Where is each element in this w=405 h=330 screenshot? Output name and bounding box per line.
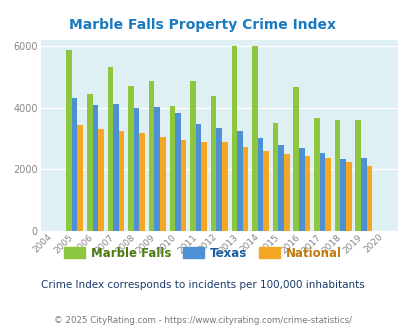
Bar — [257, 138, 263, 231]
Bar — [354, 120, 360, 231]
Text: © 2025 CityRating.com - https://www.cityrating.com/crime-statistics/: © 2025 CityRating.com - https://www.city… — [54, 315, 351, 325]
Bar — [263, 151, 268, 231]
Bar — [139, 133, 145, 231]
Bar — [313, 118, 319, 231]
Bar — [210, 96, 216, 231]
Bar — [77, 125, 83, 231]
Bar — [345, 162, 351, 231]
Bar — [160, 137, 165, 231]
Bar — [66, 50, 72, 231]
Legend: Marble Falls, Texas, National: Marble Falls, Texas, National — [64, 247, 341, 260]
Bar — [360, 158, 366, 231]
Bar — [366, 166, 371, 231]
Bar — [319, 153, 324, 231]
Bar — [72, 98, 77, 231]
Bar — [98, 129, 103, 231]
Bar — [216, 128, 222, 231]
Bar — [195, 123, 201, 231]
Bar — [92, 105, 98, 231]
Bar — [119, 131, 124, 231]
Bar — [237, 131, 242, 231]
Bar — [190, 81, 195, 231]
Bar — [278, 146, 283, 231]
Bar — [334, 120, 339, 231]
Bar — [298, 148, 304, 231]
Bar — [134, 108, 139, 231]
Bar — [339, 159, 345, 231]
Bar — [149, 81, 154, 231]
Bar — [107, 67, 113, 231]
Bar — [304, 156, 309, 231]
Bar — [283, 154, 289, 231]
Bar — [222, 142, 227, 231]
Bar — [231, 47, 237, 231]
Bar — [324, 158, 330, 231]
Bar — [154, 107, 160, 231]
Bar — [201, 143, 207, 231]
Bar — [180, 140, 186, 231]
Bar — [128, 86, 134, 231]
Bar — [293, 87, 298, 231]
Bar — [242, 147, 247, 231]
Bar — [252, 46, 257, 231]
Bar — [87, 94, 92, 231]
Bar — [175, 113, 180, 231]
Text: Crime Index corresponds to incidents per 100,000 inhabitants: Crime Index corresponds to incidents per… — [41, 280, 364, 290]
Bar — [113, 104, 119, 231]
Text: Marble Falls Property Crime Index: Marble Falls Property Crime Index — [69, 18, 336, 32]
Bar — [169, 106, 175, 231]
Bar — [272, 123, 278, 231]
